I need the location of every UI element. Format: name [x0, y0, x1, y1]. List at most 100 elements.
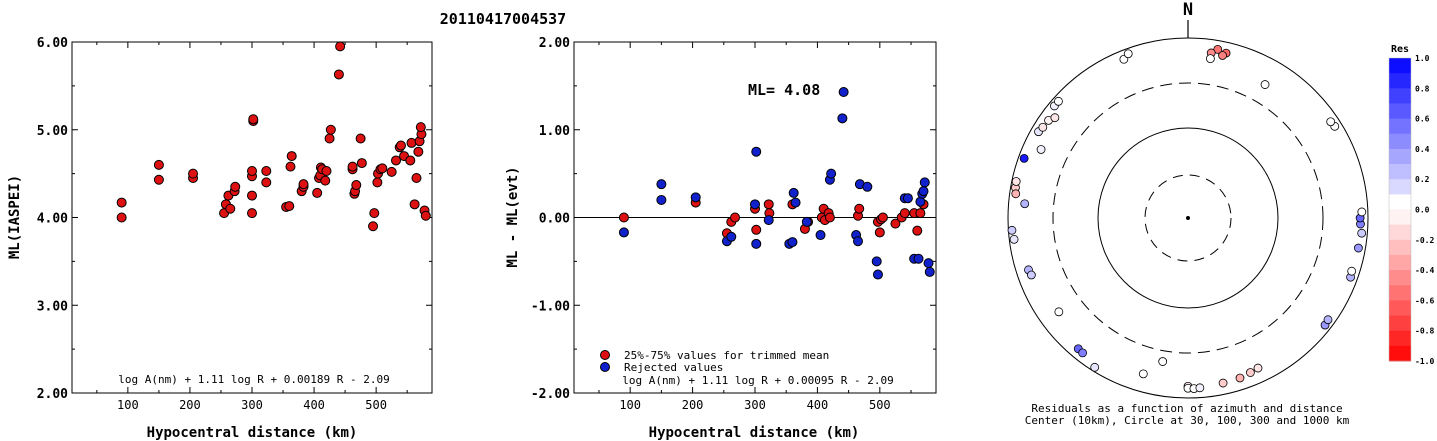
- circle-100km: [1097, 127, 1279, 309]
- azimuth-plot: N Residuals as a function of azimuth and…: [1007, 0, 1369, 427]
- colorbar-cell: [1389, 194, 1411, 210]
- panel1-point-red: [321, 165, 332, 176]
- colorbar-cell: [1389, 209, 1411, 226]
- panel2-ytick-label: 2.00: [539, 36, 570, 51]
- panel2-point-blue: [826, 168, 837, 179]
- station-marker: [1036, 145, 1046, 154]
- panel1-point-red: [188, 168, 199, 179]
- panel1-xtick-label: 100: [117, 398, 139, 412]
- station-marker: [1123, 49, 1133, 59]
- panel1-point-red: [298, 179, 309, 190]
- station-marker: [1323, 315, 1333, 325]
- station-marker: [1009, 234, 1019, 244]
- panel2-xtick-label: 200: [682, 398, 704, 412]
- colorbar-cell: [1389, 133, 1411, 150]
- panel2-point-red: [751, 224, 762, 235]
- colorbar-cell: [1389, 254, 1411, 271]
- colorbar-title: Res: [1391, 44, 1409, 55]
- panel2-xtick-label: 400: [807, 398, 829, 412]
- station-marker: [1090, 362, 1100, 372]
- station-marker: [1054, 96, 1063, 106]
- panel1-point-red: [153, 174, 164, 185]
- colorbar-tick-label: 0.8: [1415, 84, 1430, 93]
- panel2-ytick-label: -1.00: [531, 299, 570, 314]
- panel2-point-blue: [924, 266, 935, 277]
- panel1-point-red: [116, 212, 127, 223]
- panel1-point-red: [420, 210, 431, 221]
- panel2-xtick-label: 300: [744, 398, 766, 412]
- station-marker: [1235, 373, 1245, 383]
- panel2-ytick-label: -2.00: [531, 387, 570, 402]
- colorbar-tick-label: -0.2: [1415, 236, 1434, 245]
- panel1-point-red: [415, 122, 426, 133]
- panel1-ytick-label: 5.00: [37, 124, 68, 139]
- panel2-point-red: [824, 212, 835, 223]
- station-marker: [1054, 307, 1064, 317]
- panel2-point-blue: [750, 199, 760, 210]
- panel1-point-red: [413, 146, 424, 157]
- panel2-point-red: [618, 212, 629, 223]
- panel1-xtick-label: 200: [179, 398, 201, 412]
- azimuth-stations: [1007, 45, 1367, 394]
- colorbar-cell: [1389, 58, 1411, 74]
- station-marker: [1038, 122, 1048, 132]
- colorbar-cell: [1389, 285, 1411, 301]
- station-marker: [1218, 378, 1228, 388]
- panel2-ytick-label: 1.00: [539, 124, 570, 139]
- colorbar-cell: [1389, 148, 1411, 165]
- station-marker: [1026, 270, 1036, 280]
- colorbar-cells: [1388, 57, 1412, 362]
- panel1-point-red: [247, 190, 257, 201]
- panel1-point-red: [377, 163, 388, 174]
- panel2-point-blue: [726, 231, 737, 242]
- panel2-ylabel: ML - ML(evt): [505, 166, 521, 267]
- panel1-point-red: [411, 173, 422, 184]
- panel1-point-red: [409, 199, 420, 210]
- panel1-xlabel: Hypocentral distance (km): [147, 425, 358, 441]
- panel2-point-blue: [837, 113, 848, 124]
- panel2: 100 200 300 400 500 -2.00 -1.00 0.00 1.00 2.00 ML…: [505, 36, 937, 441]
- azimuth-caption-line2: Center (10km), Circle at 30, 100, 300 an…: [1025, 414, 1350, 427]
- legend-red-marker: [600, 350, 610, 360]
- north-label: N: [1183, 0, 1193, 20]
- panel1-point-red: [386, 166, 397, 177]
- panel1-ytick-label: 4.00: [37, 212, 68, 227]
- panel1-point-red: [230, 181, 241, 192]
- colorbar-cell: [1389, 73, 1411, 89]
- station-marker: [1138, 369, 1148, 379]
- colorbar-cell: [1389, 179, 1411, 195]
- panel1-ticks: 100 200 300 400 500 2.00 3.00 4.00 5.00 6.00: [37, 36, 432, 412]
- panel2-point-blue: [790, 197, 801, 208]
- colorbar-tick-label: -1.0: [1415, 357, 1434, 366]
- colorbar-tick-label: -0.4: [1415, 266, 1434, 275]
- panel2-xlabel: Hypocentral distance (km): [649, 425, 860, 441]
- panel2-point-blue: [918, 186, 929, 197]
- colorbar-frame: [1388, 57, 1412, 362]
- colorbar-tick-label: -0.8: [1415, 327, 1434, 336]
- colorbar-cell: [1389, 239, 1411, 256]
- station-marker: [1354, 243, 1363, 253]
- panel2-point-blue: [919, 177, 930, 188]
- panel2-point-blue: [862, 181, 873, 192]
- legend-red-label: 25%-75% values for trimmed mean: [624, 349, 829, 362]
- panel2-point-blue: [618, 227, 629, 238]
- station-marker: [1205, 54, 1215, 64]
- colorbar-ticks: 1.0 0.8 0.6 0.4 0.2 0.0 -0.2 -0.4 -0.6 -0.8 -1.0: [1415, 54, 1434, 366]
- colorbar-tick-label: 0.0: [1415, 206, 1430, 215]
- panel2-ytick-label: 0.00: [539, 212, 570, 227]
- station-marker: [1078, 348, 1088, 358]
- panel2-point-blue: [751, 238, 762, 249]
- panel1-xtick-label: 300: [241, 398, 263, 412]
- colorbar-cell: [1389, 270, 1411, 286]
- center-dot: [1186, 216, 1190, 220]
- panel1-point-red: [284, 201, 295, 212]
- station-marker: [1218, 51, 1227, 60]
- panel1-point-red: [351, 180, 362, 191]
- panel2-point-blue: [871, 256, 882, 267]
- panel2-point-blue: [787, 237, 798, 248]
- colorbar-cell: [1389, 88, 1411, 104]
- panel1-point-red: [247, 208, 257, 219]
- colorbar-cell: [1389, 118, 1411, 135]
- colorbar-cell: [1389, 330, 1411, 347]
- panel1-ytick-label: 6.00: [37, 36, 68, 51]
